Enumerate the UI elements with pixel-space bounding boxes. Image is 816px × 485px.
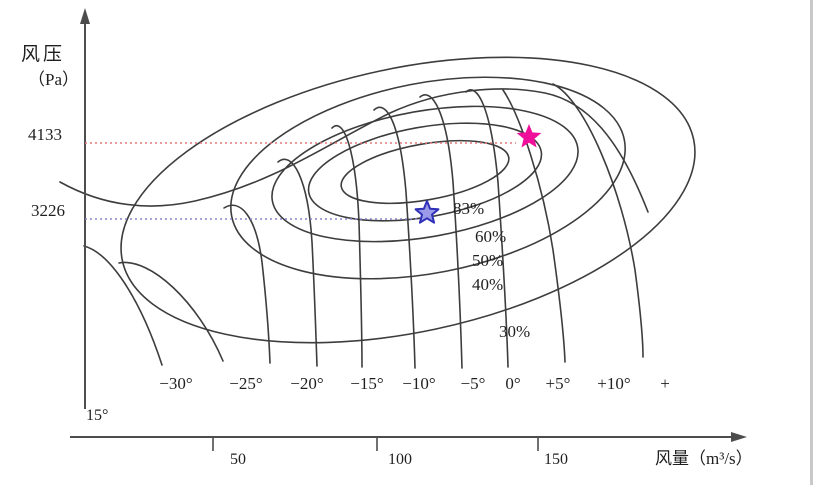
envelope-curve (59, 88, 649, 213)
efficiency-contour-label: 60% (475, 227, 507, 246)
blade-angle-curve (83, 245, 163, 366)
blade-angle-label: −10° (402, 374, 436, 393)
efficiency-contour-label: 50% (472, 251, 504, 270)
image-right-border (810, 0, 813, 485)
efficiency-contour-50 (271, 105, 579, 243)
blade-angle-curve (465, 89, 509, 368)
efficiency-contour-label: 40% (472, 275, 504, 294)
pressure-value-3226: 3226 (31, 201, 65, 220)
blade-angle-label: 0° (505, 374, 521, 393)
blade-angle-curve (277, 158, 318, 367)
blade-angle-curve (331, 125, 363, 368)
y-axis-unit: （Pa） (28, 70, 79, 89)
operating-point-star-3226-icon[interactable] (414, 200, 440, 224)
blade-angle-curve (223, 204, 271, 364)
y-axis-arrow-icon (80, 8, 90, 24)
blade-angle-label: + (660, 374, 670, 393)
blade-angle-label: +5° (545, 374, 571, 393)
x-tick-label: 50 (230, 451, 246, 468)
blade-angle-label: −30° (159, 374, 193, 393)
y-axis-title: 风压 (21, 44, 66, 65)
efficiency-contour-40 (230, 76, 626, 280)
blade-angle-curve (373, 106, 416, 369)
blade-angle-curve (419, 94, 463, 369)
operating-point-star-4133-icon[interactable] (516, 124, 542, 148)
x-axis-title: 风量（m³/s） (655, 449, 753, 468)
efficiency-contour-label: 30% (499, 322, 531, 341)
efficiency-contour-83 (340, 139, 510, 205)
efficiency-contour-30 (120, 56, 696, 344)
blade-angle-curve (552, 83, 644, 358)
blade-angle-label: −20° (290, 374, 324, 393)
blade-angle-label: −25° (229, 374, 263, 393)
x-tick-label: 100 (388, 451, 412, 468)
blade-angle-label: −15° (350, 374, 384, 393)
blade-angle-curve (502, 89, 566, 363)
blade-angle-label: +10° (597, 374, 631, 393)
pressure-value-4133: 4133 (28, 125, 62, 144)
x-tick-label: 150 (544, 451, 568, 468)
x-axis-arrow-icon (731, 432, 747, 442)
blade-angle-curve (118, 261, 224, 362)
efficiency-contour-label: 83% (453, 199, 485, 218)
blade-angle-label: −5° (460, 374, 486, 393)
blade-angle-label-wrapped: 15° (86, 407, 109, 424)
